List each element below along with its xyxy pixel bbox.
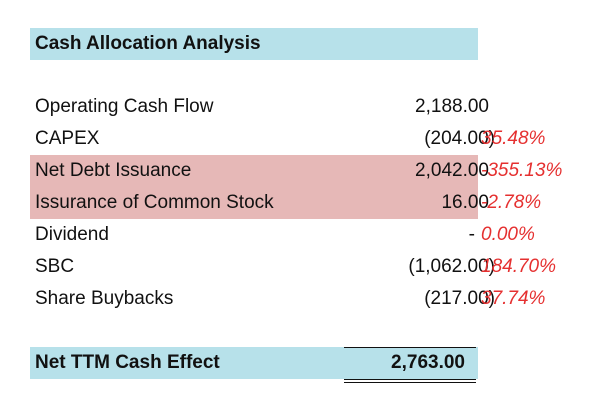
row-value: 2,042.00 [415, 160, 489, 181]
row-label: Net Debt Issuance [35, 160, 192, 181]
row-capex: CAPEX (204.00) 35.48% [30, 123, 590, 155]
row-value: (217.00) [424, 288, 495, 309]
row-highlight [30, 155, 478, 187]
row-sbc: SBC (1,062.00) 184.70% [30, 251, 590, 283]
row-highlight [30, 187, 478, 219]
row-value: 2,188.00 [415, 96, 489, 117]
row-label: SBC [35, 256, 75, 277]
row-pct: -2.78% [481, 192, 542, 213]
sheet-title: Cash Allocation Analysis [35, 33, 261, 54]
title-bar: Cash Allocation Analysis [30, 28, 478, 60]
row-issurance-common-stock: Issurance of Common Stock 16.00 -2.78% [30, 187, 590, 219]
row-dividend: Dividend - 0.00% [30, 219, 590, 251]
row-pct: 37.74% [481, 288, 546, 309]
row-pct: 35.48% [481, 128, 546, 149]
total-top-border [344, 347, 476, 348]
row-value: (204.00) [424, 128, 495, 149]
row-label: Share Buybacks [35, 288, 174, 309]
total-row: Net TTM Cash Effect 2,763.00 [30, 347, 478, 379]
row-value: 16.00 [441, 192, 489, 213]
row-label: Operating Cash Flow [35, 96, 214, 117]
row-pct: -355.13% [481, 160, 563, 181]
row-operating-cash-flow: Operating Cash Flow 2,188.00 [30, 91, 590, 123]
row-label: Issurance of Common Stock [35, 192, 274, 213]
row-share-buybacks: Share Buybacks (217.00) 37.74% [30, 283, 590, 315]
row-value: (1,062.00) [408, 256, 495, 277]
total-double-underline [344, 382, 476, 383]
row-pct: 184.70% [481, 256, 557, 277]
row-net-debt-issuance: Net Debt Issuance 2,042.00 -355.13% [30, 155, 590, 187]
row-label: CAPEX [35, 128, 100, 149]
total-value: 2,763.00 [391, 352, 465, 373]
row-pct: 0.00% [481, 224, 535, 245]
row-label: Dividend [35, 224, 109, 245]
total-double-underline [344, 379, 476, 380]
total-label: Net TTM Cash Effect [35, 352, 220, 373]
row-value: - [468, 224, 475, 245]
